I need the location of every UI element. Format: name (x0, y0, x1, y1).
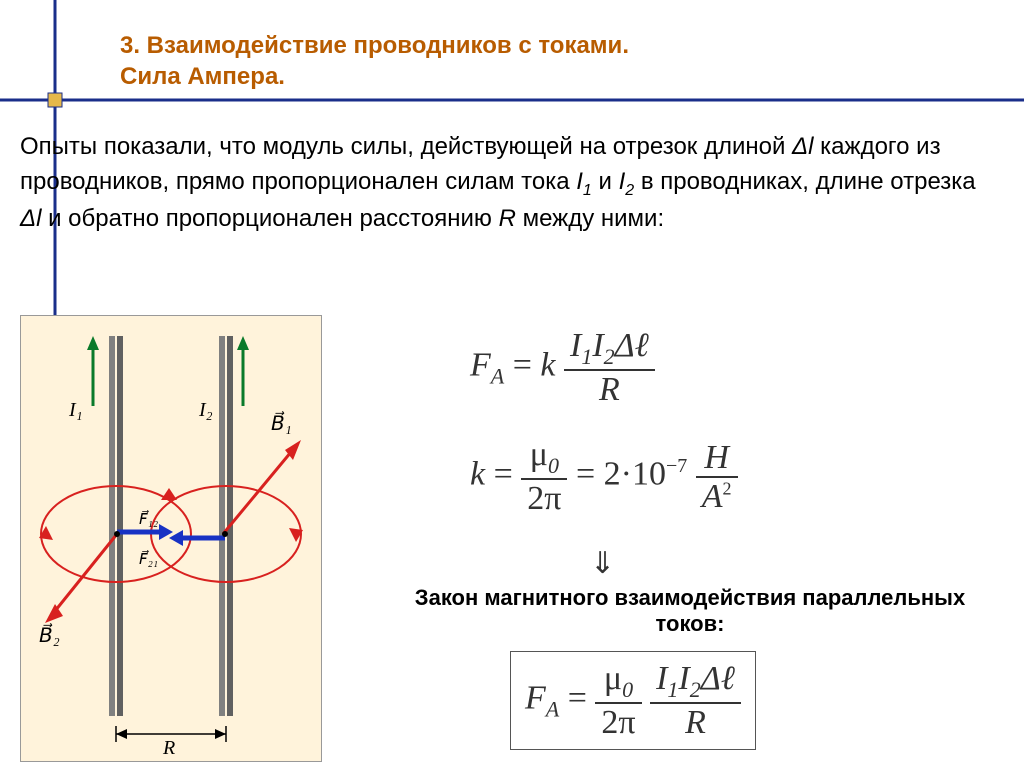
implies-arrow-icon: ⇓ (590, 546, 990, 581)
label-F21: F⃗₂₁ (139, 549, 158, 568)
title-line-2: Сила Ампера. (120, 61, 940, 92)
label-B2: B⃗₂ (39, 622, 60, 647)
label-F12: F⃗₁₂ (139, 509, 158, 528)
body-paragraph: Опыты показали, что модуль силы, действу… (20, 130, 990, 237)
label-R: R (162, 737, 175, 759)
formula-k-value: k = μ0 2π = 2·10−7 H A2 (470, 436, 990, 517)
title-line-1: 3. Взаимодействие проводников с токами. (120, 30, 940, 61)
label-I2: I₂ (198, 399, 213, 421)
slide-title: 3. Взаимодействие проводников с токами. … (120, 30, 940, 92)
law-label: Закон магнитного взаимодействия параллел… (390, 585, 990, 637)
label-I1: I₁ (68, 399, 83, 421)
diagram-svg: I₁ I₂ B⃗₁ B⃗₂ F⃗₁₂ F⃗₂₁ R (21, 316, 321, 761)
conductors-diagram: I₁ I₂ B⃗₁ B⃗₂ F⃗₁₂ F⃗₂₁ R (20, 315, 322, 762)
formula-ampere-force: FA = k I1I2Δℓ R (470, 327, 990, 408)
label-B1: B⃗₁ (271, 410, 292, 435)
formula-final-boxed: FA = μ0 2π I1I2Δℓ R (510, 651, 756, 750)
formula-area: FA = k I1I2Δℓ R k = μ0 2π = 2·10−7 H A2 … (390, 315, 990, 778)
